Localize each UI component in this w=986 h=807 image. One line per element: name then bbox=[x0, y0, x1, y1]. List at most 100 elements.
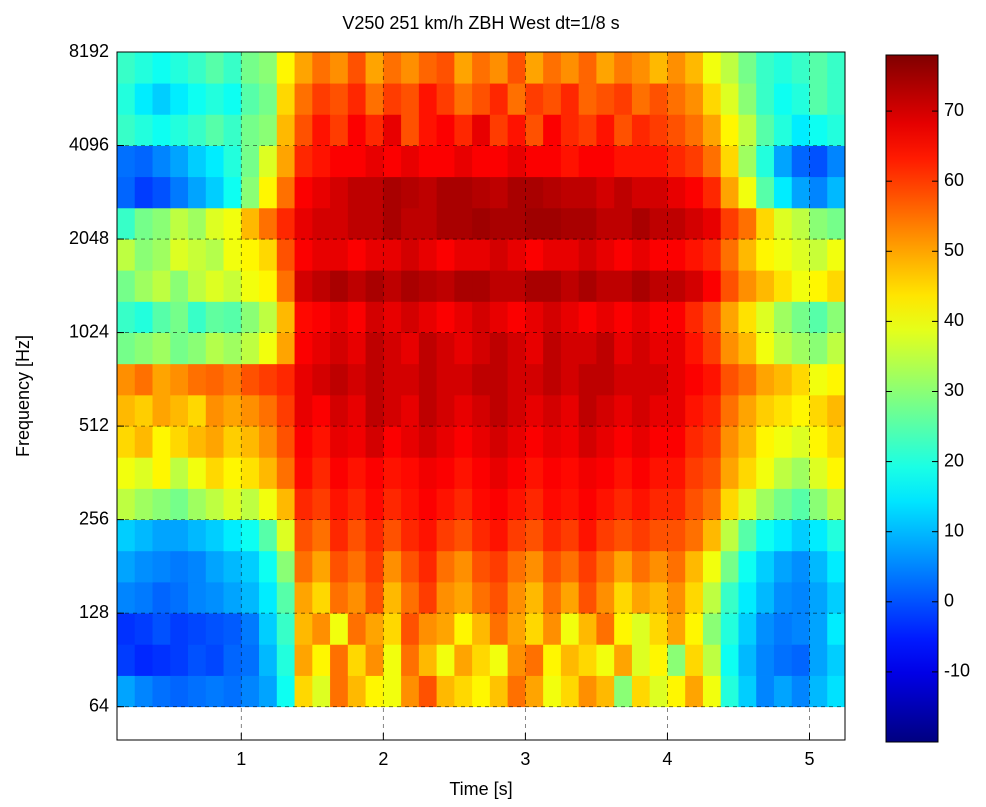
heatmap-cell bbox=[489, 207, 509, 240]
heatmap-cell bbox=[560, 457, 580, 489]
heatmap-cell bbox=[507, 176, 526, 209]
heatmap-cell bbox=[276, 363, 295, 396]
heatmap-cell bbox=[791, 644, 810, 676]
heatmap-cell bbox=[454, 675, 473, 708]
heatmap-cell bbox=[507, 457, 526, 489]
heatmap-cell bbox=[188, 581, 207, 614]
heatmap-cell bbox=[276, 114, 295, 146]
heatmap-cell bbox=[259, 363, 278, 396]
heatmap-cell bbox=[117, 114, 136, 146]
x-axis-label: Time [s] bbox=[449, 779, 512, 799]
heatmap-cell bbox=[685, 83, 704, 115]
heatmap-cell bbox=[134, 145, 153, 178]
heatmap-cell bbox=[436, 207, 455, 240]
heatmap-cell bbox=[720, 613, 739, 645]
heatmap-cell bbox=[152, 176, 171, 209]
heatmap-cell bbox=[188, 363, 207, 396]
heatmap-cell bbox=[347, 114, 366, 146]
heatmap-cell bbox=[773, 581, 793, 614]
heatmap-cell bbox=[205, 488, 224, 521]
heatmap-cell bbox=[631, 176, 651, 209]
heatmap-cell bbox=[436, 145, 455, 178]
heatmap-cell bbox=[631, 675, 651, 708]
colorbar-tick-label: 0 bbox=[944, 591, 954, 611]
heatmap-cell bbox=[223, 52, 242, 84]
heatmap-cell bbox=[773, 114, 793, 146]
heatmap-cell bbox=[117, 207, 136, 240]
heatmap-cell bbox=[330, 457, 349, 489]
heatmap-cell bbox=[614, 426, 633, 458]
heatmap-cell bbox=[614, 301, 633, 333]
heatmap-cell bbox=[223, 550, 242, 583]
heatmap-cell bbox=[170, 301, 189, 333]
heatmap-cell bbox=[702, 207, 722, 240]
heatmap-cell bbox=[365, 426, 384, 458]
heatmap-cell bbox=[472, 581, 491, 614]
heatmap-cell bbox=[791, 457, 810, 489]
heatmap-cell bbox=[152, 270, 171, 302]
heatmap-cell bbox=[720, 145, 739, 178]
heatmap-cell bbox=[685, 644, 704, 676]
heatmap-cell bbox=[294, 270, 313, 302]
heatmap-cell bbox=[170, 488, 189, 521]
heatmap-cell bbox=[578, 270, 597, 302]
heatmap-cell bbox=[685, 239, 704, 271]
heatmap-cell bbox=[809, 145, 828, 178]
heatmap-cell bbox=[720, 332, 739, 365]
heatmap-cell bbox=[401, 52, 420, 84]
heatmap-cell bbox=[791, 207, 810, 240]
heatmap-cell bbox=[472, 550, 491, 583]
heatmap-cell bbox=[330, 675, 349, 708]
heatmap-cell bbox=[472, 332, 491, 365]
heatmap-cell bbox=[489, 301, 509, 333]
heatmap-cell bbox=[152, 363, 171, 396]
heatmap-cell bbox=[365, 207, 384, 240]
heatmap-cell bbox=[596, 644, 615, 676]
heatmap-cell bbox=[330, 301, 349, 333]
chart-title: V250 251 km/h ZBH West dt=1/8 s bbox=[342, 13, 619, 33]
heatmap-cell bbox=[578, 581, 597, 614]
heatmap-cell bbox=[702, 519, 722, 552]
heatmap-cell bbox=[667, 488, 686, 521]
heatmap-cell bbox=[418, 332, 438, 365]
heatmap-cell bbox=[560, 581, 580, 614]
heatmap-cell bbox=[294, 207, 313, 240]
heatmap-cell bbox=[383, 176, 402, 209]
heatmap-cell bbox=[667, 270, 686, 302]
heatmap-cell bbox=[472, 83, 491, 115]
heatmap-cell bbox=[827, 207, 846, 240]
heatmap-cell bbox=[507, 239, 526, 271]
heatmap-cell bbox=[188, 394, 207, 427]
heatmap-cell bbox=[312, 270, 331, 302]
colorbar-tick-label: 40 bbox=[944, 310, 964, 330]
heatmap-cell bbox=[223, 176, 242, 209]
heatmap-cell bbox=[667, 581, 686, 614]
heatmap-cell bbox=[152, 644, 171, 676]
heatmap-cell bbox=[791, 114, 810, 146]
heatmap-cell bbox=[383, 426, 402, 458]
heatmap-cell bbox=[525, 145, 544, 178]
heatmap-cell bbox=[383, 145, 402, 178]
heatmap-cell bbox=[685, 519, 704, 552]
heatmap-cell bbox=[560, 426, 580, 458]
heatmap-cell bbox=[702, 613, 722, 645]
heatmap-cell bbox=[418, 519, 438, 552]
heatmap-cell bbox=[472, 394, 491, 427]
heatmap-cell bbox=[649, 675, 668, 708]
heatmap-cell bbox=[205, 239, 224, 271]
heatmap-cell bbox=[720, 550, 739, 583]
heatmap-cell bbox=[649, 550, 668, 583]
heatmap-cell bbox=[667, 613, 686, 645]
heatmap-cell bbox=[827, 332, 846, 365]
heatmap-cell bbox=[738, 145, 757, 178]
heatmap-cell bbox=[188, 114, 207, 146]
heatmap-cell bbox=[791, 488, 810, 521]
heatmap-cell bbox=[525, 394, 544, 427]
heatmap-cell bbox=[667, 550, 686, 583]
heatmap-cell bbox=[205, 270, 224, 302]
heatmap-cell bbox=[170, 613, 189, 645]
heatmap-cell bbox=[117, 488, 136, 521]
heatmap-cell bbox=[809, 239, 828, 271]
heatmap-cell bbox=[401, 145, 420, 178]
heatmap-cell bbox=[294, 363, 313, 396]
